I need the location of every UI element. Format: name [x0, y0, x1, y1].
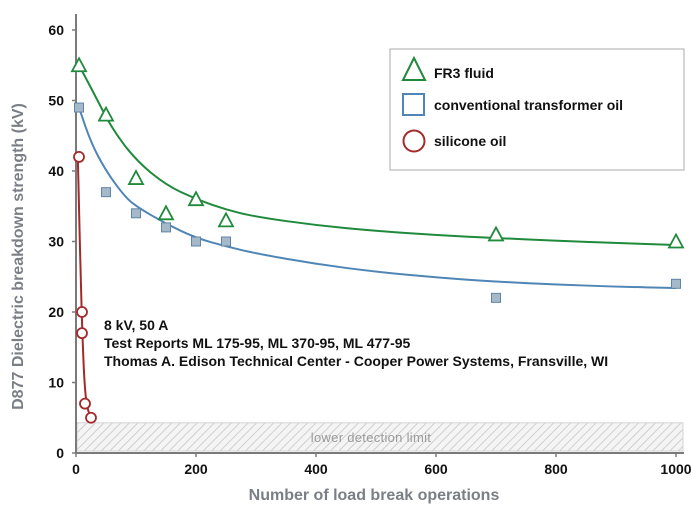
triangle-marker: [667, 232, 685, 249]
legend-box: [389, 48, 685, 171]
square-marker: [191, 236, 201, 247]
test-annotation: 8 kV, 50 A Test Reports ML 175-95, ML 37…: [104, 317, 608, 369]
triangle-marker: [70, 56, 88, 73]
triangle-marker: [97, 105, 115, 122]
square-marker: [74, 102, 84, 113]
triangle-marker: [487, 225, 505, 242]
y-tick-label: 0: [56, 445, 64, 461]
square-marker: [161, 222, 171, 233]
legend-circle-icon: [402, 129, 426, 153]
x-tick-label: 200: [184, 461, 208, 477]
detection-limit-band: [76, 422, 684, 452]
triangle-marker: [187, 190, 205, 207]
legend-label-silicone: silicone oil: [434, 133, 506, 149]
square-marker: [671, 278, 681, 289]
y-tick-label: 50: [48, 93, 64, 109]
y-tick-label: 60: [48, 22, 64, 38]
x-tick-label: 400: [304, 461, 328, 477]
square-marker: [131, 208, 141, 219]
legend-triangle-icon: [401, 55, 427, 81]
fit-curve-1: [78, 107, 677, 290]
y-tick-label: 40: [48, 163, 64, 179]
triangle-marker: [157, 204, 175, 221]
legend: FR3 fluid conventional transformer oil s…: [389, 48, 685, 171]
annotation-line: 8 kV, 50 A: [104, 317, 168, 333]
x-tick-label: 1000: [660, 461, 691, 477]
fit-curve-2: [76, 156, 92, 419]
legend-square-icon: [402, 93, 425, 116]
square-marker: [101, 187, 111, 198]
x-tick-label: 800: [544, 461, 568, 477]
y-axis-title: D877 Dielectric breakdown strength (kV): [10, 103, 27, 410]
legend-label-conventional: conventional transformer oil: [434, 97, 623, 113]
y-tick-label: 30: [48, 234, 64, 250]
y-tick-label: 10: [48, 375, 64, 391]
circle-marker: [76, 306, 88, 318]
circle-marker: [76, 327, 88, 340]
triangle-marker: [217, 211, 235, 228]
square-marker: [491, 292, 501, 303]
annotation-line: Thomas A. Edison Technical Center - Coop…: [104, 353, 608, 369]
circle-marker: [85, 411, 97, 424]
y-tick-label: 20: [48, 304, 64, 320]
data-markers: [70, 56, 685, 424]
annotation-line: Test Reports ML 175-95, ML 370-95, ML 47…: [104, 335, 411, 351]
triangle-marker: [127, 169, 145, 185]
circle-marker: [79, 397, 91, 410]
square-marker: [221, 236, 231, 247]
x-axis-title: Number of load break operations: [249, 487, 500, 504]
circle-marker: [73, 150, 85, 163]
fit-curve-0: [78, 64, 677, 247]
legend-label-fr3: FR3 fluid: [434, 65, 494, 81]
x-tick-label: 0: [72, 461, 80, 477]
detection-limit-label: lower detection limit: [311, 430, 432, 445]
x-tick-label: 600: [424, 461, 448, 477]
